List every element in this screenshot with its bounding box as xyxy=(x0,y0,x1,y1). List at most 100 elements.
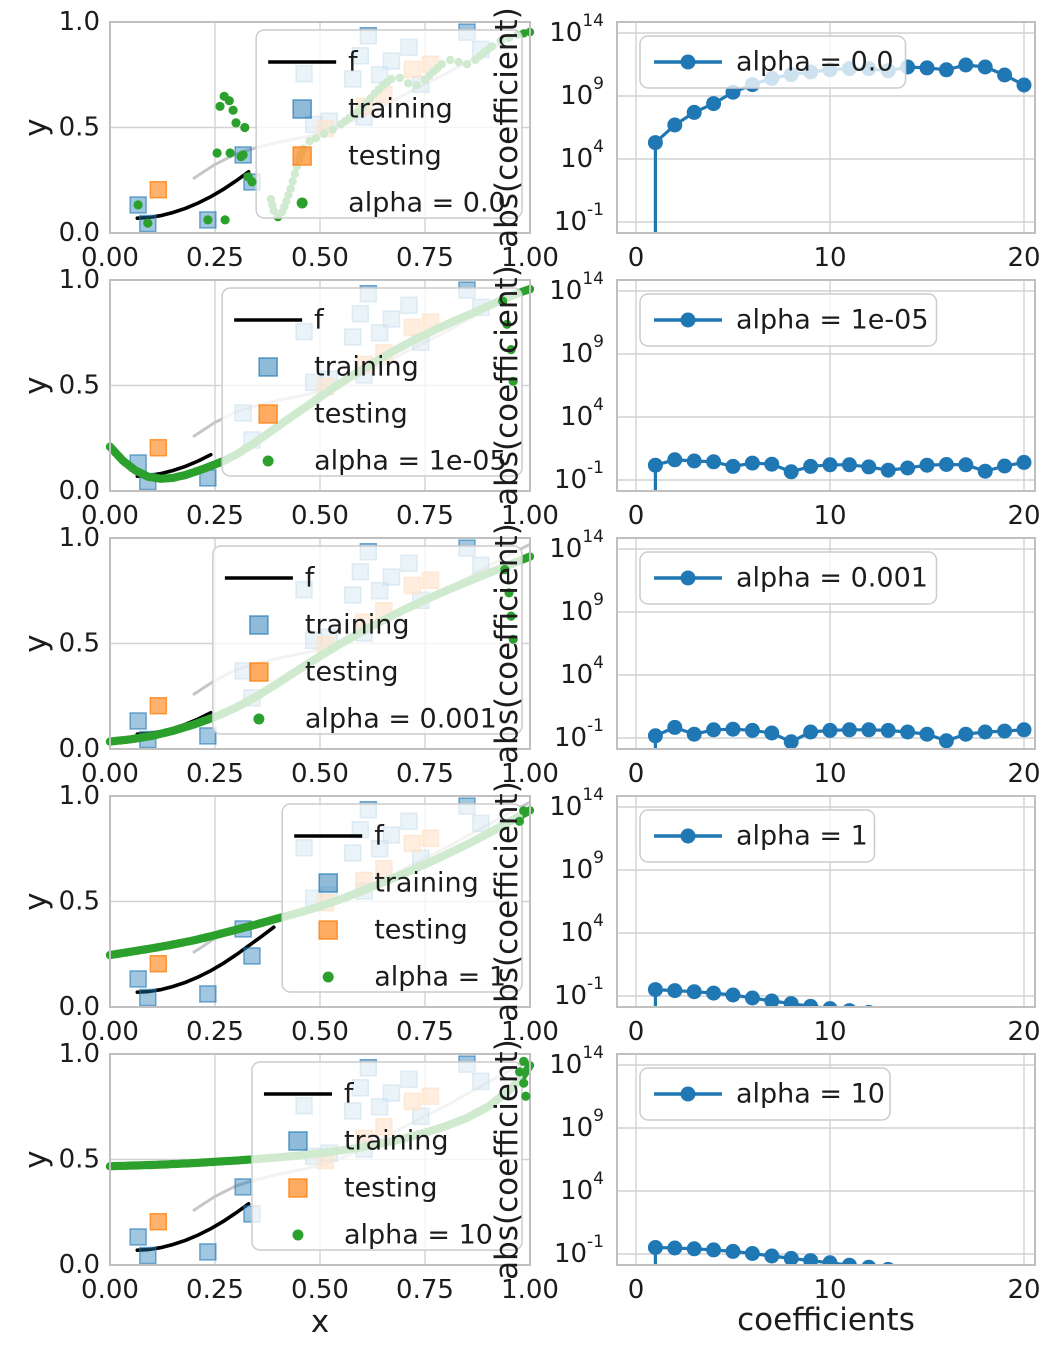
y-tick-labels: 0.0 0.5 1.0 xyxy=(59,265,100,506)
y-tick-labels: 0.0 0.5 1.0 xyxy=(59,523,100,764)
y-tick-label: 0.5 xyxy=(59,113,100,143)
model-dot xyxy=(502,319,512,329)
legend-swatch-testing-square xyxy=(288,1178,308,1198)
y-tick-label: 1014 xyxy=(549,527,604,564)
y-tick-label: 10-1 xyxy=(554,974,604,1011)
model-dot xyxy=(508,634,518,644)
y-tick-label: 109 xyxy=(560,848,604,885)
coef-y-axis-label: abs(coefficient) xyxy=(489,1039,525,1280)
y-tick-labels: 0.0 0.5 1.0 xyxy=(59,7,100,248)
y-tick-label: 1.0 xyxy=(59,7,100,37)
coef-plot-row-1: alpha = 0.0 0 10 20 10-1 104 109 1014 abs(coeffi… xyxy=(489,7,1041,273)
plot-frame xyxy=(616,795,1036,1008)
x-tick-label: 0 xyxy=(628,1275,645,1305)
legend-label-testing: testing xyxy=(374,915,468,946)
legend-swatch-alpha-dot xyxy=(680,828,696,844)
coefficient-point xyxy=(822,1001,838,1007)
coefficient-point xyxy=(725,1243,741,1259)
y-tick-label: 1014 xyxy=(549,785,604,822)
testing-point xyxy=(149,438,168,457)
coef-y-axis-label: abs(coefficient) xyxy=(489,7,525,248)
coefficient-point xyxy=(783,1250,799,1265)
y-tick-label: 104 xyxy=(560,1169,604,1206)
y-tick-label: 0.5 xyxy=(59,629,100,659)
fit-plot-row-3: f training testing alpha = 0.001 0.00 0.25 0.5… xyxy=(18,523,559,789)
coefficient-point xyxy=(803,724,819,740)
legend-label-alpha: alpha = 10 xyxy=(344,1220,493,1251)
x-tick-label: 20 xyxy=(1007,501,1040,531)
training-point xyxy=(234,1178,252,1196)
y-tick-label: 104 xyxy=(560,911,604,948)
training-point xyxy=(129,712,147,730)
fit-legend: f training testing alpha = 0.001 xyxy=(212,545,523,735)
legend-swatch-training-square xyxy=(288,1131,308,1151)
x-tick-label: 1.00 xyxy=(501,1275,559,1305)
coefficient-point xyxy=(841,1257,857,1265)
legend-frame xyxy=(639,809,876,863)
y-tick-label: 1.0 xyxy=(59,523,100,553)
plot-frame xyxy=(616,279,1036,492)
fit-legend: f training testing alpha = 0.0 xyxy=(255,29,523,219)
coefficient-point xyxy=(764,1248,780,1264)
coefficient-point xyxy=(997,723,1013,739)
legend-swatch-testing-square xyxy=(318,920,338,940)
coefficient-point xyxy=(822,722,838,738)
coefficient-point xyxy=(686,726,702,742)
x-tick-label: 0.50 xyxy=(291,501,349,531)
coefficient-point xyxy=(841,457,857,473)
coefficient-point xyxy=(686,1241,702,1257)
legend-frame xyxy=(281,803,523,993)
coefficient-point xyxy=(842,1003,856,1007)
y-tick-label: 1014 xyxy=(549,1043,604,1080)
model-dot xyxy=(514,816,525,826)
y-tick-labels: 10-1 104 109 1014 xyxy=(549,785,604,1011)
coefficient-point xyxy=(744,990,760,1006)
legend-label-alpha: alpha = 1e-05 xyxy=(736,305,929,336)
coefficient-line xyxy=(653,63,1025,233)
coefficient-point xyxy=(884,1006,892,1007)
legend-label-testing: testing xyxy=(344,1173,438,1204)
coef-y-axis-label: abs(coefficient) xyxy=(489,523,525,764)
coefficient-point xyxy=(900,724,916,740)
y-tick-label: 10-1 xyxy=(554,716,604,753)
coef-legend: alpha = 1 xyxy=(639,809,876,863)
coefficient-point xyxy=(997,67,1013,83)
legend-swatch-alpha-dot xyxy=(680,1086,696,1102)
x-tick-labels: 0.00 0.25 0.50 0.75 1.00 xyxy=(81,501,559,531)
legend-label-alpha: alpha = 1 xyxy=(736,821,868,852)
coefficient-point xyxy=(822,1255,838,1265)
plot-frame xyxy=(109,537,531,750)
x-tick-label: 0 xyxy=(628,1017,645,1047)
coefficient-point xyxy=(920,1266,935,1281)
model-sample-points xyxy=(133,91,257,228)
coefficient-point xyxy=(977,463,993,479)
y-tick-labels: 10-1 104 109 1014 xyxy=(549,527,604,753)
model-dot xyxy=(506,611,516,621)
legend-label-f: f xyxy=(348,47,359,78)
coefficient-point xyxy=(904,1264,912,1265)
coefficient-point xyxy=(919,726,935,742)
training-point xyxy=(199,1243,217,1261)
model-dot xyxy=(508,376,518,386)
y-tick-label: 109 xyxy=(560,332,604,369)
model-sample-points xyxy=(498,296,518,386)
legend-frame xyxy=(212,545,523,735)
y-axis-label: y xyxy=(18,634,54,652)
coefficient-point xyxy=(706,722,722,738)
coefficient-point xyxy=(647,728,663,744)
coefficient-point xyxy=(686,453,702,469)
model-dot xyxy=(506,345,516,355)
coefficient-point xyxy=(764,725,780,741)
coefficient-point xyxy=(667,117,683,133)
y-tick-label: 1.0 xyxy=(59,1039,100,1069)
x-tick-label: 1.00 xyxy=(501,243,559,273)
legend-label-alpha: alpha = 0.0 xyxy=(736,47,894,78)
plot-frame xyxy=(109,279,531,492)
legend-label-alpha: alpha = 0.001 xyxy=(736,563,928,594)
x-tick-label: 0.25 xyxy=(186,759,244,789)
y-tick-labels: 0.0 0.5 1.0 xyxy=(59,1039,100,1280)
model-dot xyxy=(220,215,230,225)
plot-frame xyxy=(616,537,1036,750)
